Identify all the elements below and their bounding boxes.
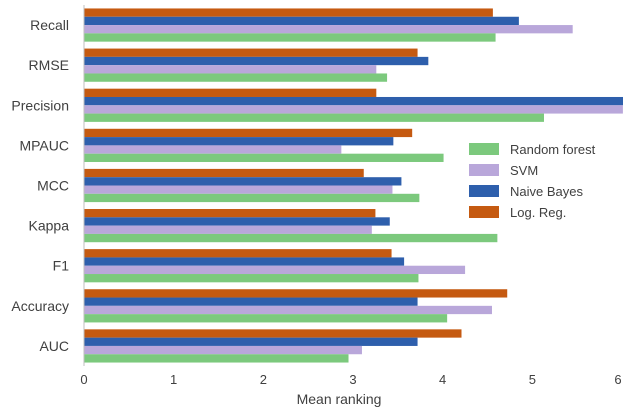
legend-swatch-naive-bayes — [469, 185, 499, 197]
category-label-recall: Recall — [30, 17, 69, 33]
category-label-accuracy: Accuracy — [11, 298, 69, 314]
legend-swatch-log-reg — [469, 206, 499, 218]
bar-rmse-naive-bayes — [84, 56, 429, 66]
x-tick-label: 2 — [260, 372, 267, 387]
category-label-f1: F1 — [53, 258, 70, 274]
category-label-kappa: Kappa — [29, 218, 70, 234]
bar-f1-log-reg — [84, 249, 392, 258]
x-tick-label: 0 — [80, 372, 87, 387]
bar-mpauc-log-reg — [84, 128, 413, 138]
legend-swatch-random-forest — [469, 143, 499, 155]
bar-kappa-naive-bayes — [84, 217, 390, 226]
bar-mpauc-naive-bayes — [84, 137, 394, 146]
bar-kappa-random-forest — [84, 233, 498, 243]
legend-label-svm: SVM — [510, 163, 538, 178]
category-label-auc: AUC — [39, 338, 69, 354]
bar-auc-random-forest — [84, 354, 349, 363]
legend: Random forest SVM Naive Bayes Log. Reg. — [469, 142, 596, 220]
category-label-precision: Precision — [11, 97, 69, 113]
bar-f1-naive-bayes — [84, 257, 405, 266]
x-axis-title: Mean ranking — [297, 391, 382, 407]
category-label-mpauc: MPAUC — [19, 137, 69, 153]
bar-f1-svm — [84, 265, 466, 275]
x-tick-label: 3 — [349, 372, 356, 387]
bar-recall-log-reg — [84, 8, 493, 17]
bar-recall-random-forest — [84, 33, 496, 42]
bar-rmse-log-reg — [84, 48, 418, 57]
bar-recall-naive-bayes — [84, 16, 519, 26]
bar-kappa-log-reg — [84, 209, 376, 218]
bar-precision-random-forest — [84, 113, 544, 122]
x-tick-label: 5 — [529, 372, 536, 387]
bar-precision-log-reg — [84, 88, 377, 97]
bar-mcc-log-reg — [84, 168, 364, 178]
bar-f1-random-forest — [84, 274, 419, 283]
category-label-rmse: RMSE — [29, 57, 69, 73]
bar-precision-svm — [84, 105, 623, 114]
x-tick-label: 6 — [614, 372, 621, 387]
bar-precision-naive-bayes — [84, 96, 623, 106]
bar-mpauc-svm — [84, 145, 342, 154]
bars-group — [84, 8, 623, 363]
bar-accuracy-naive-bayes — [84, 297, 418, 306]
bar-mpauc-random-forest — [84, 153, 444, 162]
x-tick-label: 1 — [170, 372, 177, 387]
bar-rmse-random-forest — [84, 73, 388, 82]
legend-label-random-forest: Random forest — [510, 142, 596, 157]
x-tick-label: 4 — [439, 372, 446, 387]
legend-label-log-reg: Log. Reg. — [510, 205, 566, 220]
bar-auc-svm — [84, 345, 362, 355]
bar-auc-log-reg — [84, 329, 462, 338]
legend-swatch-svm — [469, 164, 499, 176]
bar-kappa-svm — [84, 225, 372, 234]
x-tick-labels: 0 1 2 3 4 5 6 — [80, 372, 621, 387]
legend-label-naive-bayes: Naive Bayes — [510, 184, 583, 199]
bar-rmse-svm — [84, 65, 377, 74]
bar-auc-naive-bayes — [84, 337, 418, 346]
bar-accuracy-random-forest — [84, 314, 448, 323]
bar-mcc-naive-bayes — [84, 177, 402, 186]
bar-recall-svm — [84, 25, 573, 34]
bar-accuracy-svm — [84, 305, 492, 315]
bar-mcc-svm — [84, 185, 393, 194]
bar-mcc-random-forest — [84, 193, 420, 203]
category-label-mcc: MCC — [37, 178, 69, 194]
category-labels: Recall RMSE Precision MPAUC MCC Kappa F1 Accura… — [11, 17, 69, 354]
bar-accuracy-log-reg — [84, 289, 508, 298]
